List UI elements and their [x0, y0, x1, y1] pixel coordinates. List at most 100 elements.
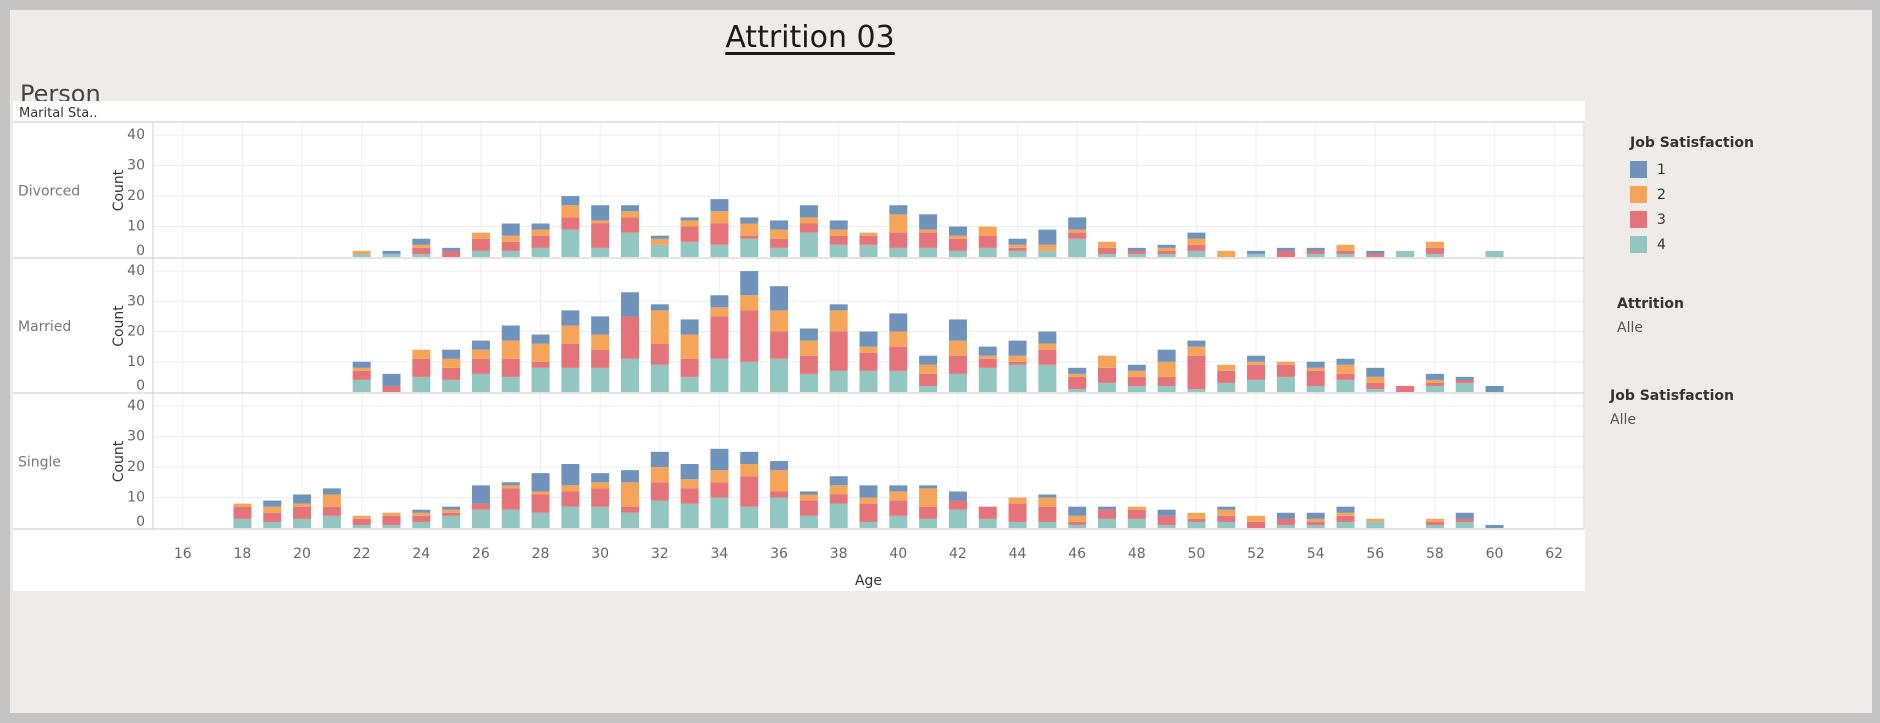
- bar-segment: [1127, 385, 1146, 392]
- filter-value[interactable]: Alle: [1617, 320, 1643, 336]
- bar-segment: [650, 482, 669, 501]
- bar-segment: [710, 244, 729, 257]
- bar-segment: [1127, 253, 1146, 257]
- bar-segment: [770, 286, 789, 311]
- legend-item-4[interactable]: 4: [1630, 232, 1754, 257]
- x-tick-label: 22: [353, 546, 371, 562]
- bar-segment: [412, 376, 431, 392]
- bar-segment: [1485, 524, 1504, 528]
- bar-segment: [740, 235, 759, 239]
- bar-segment: [621, 470, 639, 483]
- bar-segment: [1306, 250, 1325, 254]
- bar-segment: [799, 205, 818, 218]
- x-tick-label: 38: [830, 546, 848, 562]
- bar-segment: [1008, 364, 1027, 392]
- bar-segment: [770, 238, 789, 248]
- bar-segment: [829, 229, 848, 236]
- bar-segment: [710, 448, 729, 471]
- x-tick-label: 58: [1426, 546, 1444, 562]
- bar-segment: [1306, 253, 1325, 257]
- bar-segment: [919, 232, 938, 248]
- legend-item-1[interactable]: 1: [1630, 157, 1754, 182]
- bar-segment: [1455, 379, 1474, 383]
- filter-value[interactable]: Alle: [1610, 412, 1636, 428]
- bar-segment: [1425, 247, 1444, 254]
- bar-segment: [1425, 253, 1444, 257]
- bar-segment: [1098, 253, 1116, 257]
- x-tick-label: 56: [1366, 546, 1384, 562]
- bar-segment: [501, 340, 520, 359]
- bar-segment: [829, 485, 848, 495]
- x-tick-label: 62: [1545, 546, 1563, 562]
- bar-segment: [799, 515, 818, 528]
- legend-label: 3: [1657, 211, 1666, 228]
- bar-segment: [1127, 518, 1146, 528]
- bar-segment: [770, 497, 789, 528]
- bar-segment: [1038, 364, 1057, 392]
- bar-segment: [501, 241, 520, 251]
- bar-segment: [680, 226, 699, 242]
- bar-segment: [710, 223, 729, 245]
- bar-segment: [1187, 355, 1206, 389]
- bar-segment: [1306, 385, 1325, 392]
- bar-segment: [621, 211, 639, 218]
- bar-segment: [561, 310, 580, 326]
- bar-segment: [829, 304, 848, 311]
- bar-segment: [621, 232, 639, 257]
- bar-segment: [1336, 373, 1355, 380]
- bar-segment: [1098, 382, 1116, 392]
- bar-segment: [889, 214, 908, 233]
- bar-segment: [1157, 253, 1176, 257]
- bar-segment: [948, 373, 967, 392]
- bar-segment: [382, 385, 401, 392]
- bar-segment: [293, 494, 312, 504]
- bar-segment: [1068, 238, 1087, 257]
- bar-segment: [948, 238, 967, 251]
- bar-segment: [1276, 518, 1295, 525]
- legend-item-2[interactable]: 2: [1630, 182, 1754, 207]
- bar-segment: [1425, 379, 1444, 383]
- bar-segment: [680, 376, 699, 392]
- bar-segment: [471, 232, 490, 239]
- bar-segment: [799, 491, 818, 495]
- bar-segment: [1336, 379, 1355, 392]
- legend-item-3[interactable]: 3: [1630, 207, 1754, 232]
- bar-segment: [1455, 521, 1474, 528]
- bar-segment: [1038, 244, 1057, 251]
- bar-segment: [1247, 253, 1266, 257]
- bar-segment: [680, 241, 699, 257]
- filter-attrition[interactable]: Attrition Alle: [1617, 296, 1684, 336]
- bar-segment: [561, 506, 580, 528]
- bar-segment: [1396, 250, 1415, 257]
- y-axis-title: Count: [111, 440, 127, 482]
- bar-segment: [1276, 524, 1295, 528]
- bar-segment: [978, 235, 997, 248]
- bar-segment: [1187, 521, 1206, 528]
- bar-segment: [770, 470, 789, 492]
- bar-segment: [442, 349, 461, 359]
- bar-segment: [1366, 521, 1385, 528]
- y-tick-label: 30: [127, 158, 145, 174]
- bar-segment: [531, 512, 550, 528]
- bar-segment: [1366, 367, 1385, 377]
- bar-segment: [531, 235, 550, 248]
- dashboard-title: Attrition 03: [725, 20, 895, 55]
- legend-title: Job Satisfaction: [1630, 135, 1754, 151]
- bar-segment: [1366, 388, 1385, 392]
- bar-segment: [382, 373, 401, 386]
- bar-segment: [919, 373, 938, 386]
- bar-segment: [1425, 524, 1444, 528]
- bar-segment: [1038, 250, 1057, 257]
- bar-segment: [1008, 361, 1027, 365]
- bar-segment: [591, 205, 610, 221]
- bar-segment: [591, 367, 610, 392]
- bar-segment: [1038, 349, 1057, 365]
- bar-segment: [919, 214, 938, 230]
- bar-segment: [412, 253, 431, 257]
- bar-segment: [1157, 361, 1176, 377]
- bar-segment: [650, 304, 669, 311]
- x-tick-label: 16: [174, 546, 192, 562]
- bar-segment: [1217, 364, 1236, 371]
- bar-segment: [382, 524, 401, 528]
- filter-job-satisfaction[interactable]: Job Satisfaction Alle: [1610, 388, 1734, 428]
